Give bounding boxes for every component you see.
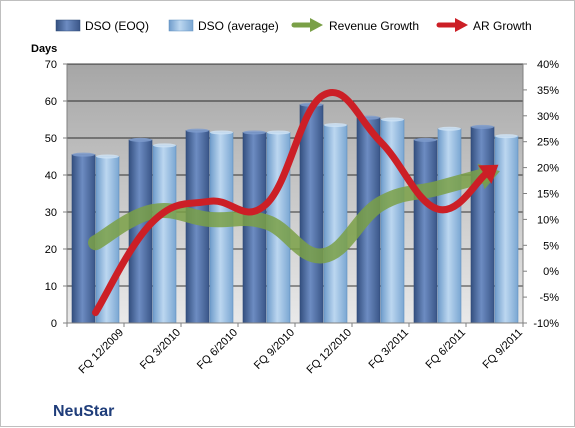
y-tick-label-6: 60	[45, 96, 57, 108]
arrowhead-ar-growth	[478, 164, 499, 184]
bar-dso-average-7	[494, 135, 519, 324]
y2-tick-label-2: 0%	[543, 266, 559, 278]
y2-tick-label-4: 10%	[537, 214, 559, 226]
x-tick-label-4: FQ 12/2010	[305, 327, 355, 377]
bar-dso-average-2	[209, 132, 234, 324]
legend-label-dso-average: DSO (average)	[198, 19, 279, 33]
legend-swatch-dso-eoq	[55, 19, 81, 32]
x-tick-label-6: FQ 6/2011	[423, 327, 468, 372]
bar-cap-dso-eoq-7	[471, 124, 494, 129]
legend: DSO (EOQ) DSO (average) Revenue Growth A…	[55, 18, 532, 33]
bar-cap-dso-average-7	[495, 134, 518, 139]
bar-dso-eoq-6	[413, 139, 438, 324]
bar-cap-dso-eoq-2	[186, 128, 209, 133]
y-tick-label-5: 50	[45, 133, 57, 145]
legend-label-dso-eoq: DSO (EOQ)	[85, 19, 149, 33]
y2-tick-label-7: 25%	[537, 137, 559, 149]
y2-tick-label-10: 40%	[537, 59, 559, 71]
bar-cap-dso-eoq-0	[72, 152, 95, 157]
bar-cap-dso-average-5	[381, 117, 404, 122]
bar-cap-dso-average-0	[96, 154, 119, 159]
y-tick-label-1: 10	[45, 281, 57, 293]
x-tick-label-7: FQ 9/2011	[480, 327, 525, 372]
x-tick-label-0: FQ 12/2009	[77, 327, 127, 377]
y2-tick-label-6: 20%	[537, 163, 559, 175]
x-tick-label-5: FQ 3/2011	[366, 327, 411, 372]
y2-tick-label-9: 35%	[537, 85, 559, 97]
y-axis-title: Days	[31, 43, 57, 55]
legend-label-ar-growth: AR Growth	[473, 19, 532, 33]
y-tick-label-4: 40	[45, 170, 57, 182]
bar-dso-average-4	[323, 124, 348, 324]
chart-title: NeuStar	[53, 403, 114, 420]
legend-swatch-dso-average	[168, 19, 194, 32]
bar-cap-dso-average-6	[438, 126, 461, 131]
legend-label-revenue-growth: Revenue Growth	[329, 19, 419, 33]
y2-tick-label-1: -5%	[539, 292, 559, 304]
bar-dso-average-1	[152, 145, 177, 324]
bar-dso-eoq-4	[299, 104, 324, 324]
bar-cap-dso-average-2	[210, 130, 233, 135]
x-tick-label-2: FQ 6/2010	[195, 327, 240, 372]
y-tick-label-2: 20	[45, 244, 57, 256]
bar-cap-dso-average-3	[267, 130, 290, 135]
y-tick-label-3: 30	[45, 207, 57, 219]
bar-cap-dso-eoq-3	[243, 130, 266, 135]
bar-dso-eoq-2	[185, 130, 210, 324]
bar-cap-dso-eoq-6	[414, 137, 437, 142]
legend-arrow-revenue-growth	[291, 18, 323, 32]
lines-layer	[88, 89, 500, 317]
y2-tick-label-8: 30%	[537, 111, 559, 123]
bar-cap-dso-average-4	[324, 123, 347, 128]
x-tick-label-3: FQ 9/2010	[252, 327, 297, 372]
line-revenue-growth	[88, 168, 490, 264]
y2-tick-label-3: 5%	[543, 240, 559, 252]
legend-arrow-ar-growth	[436, 18, 468, 32]
y-tick-label-7: 70	[45, 59, 57, 71]
y2-tick-label-0: -10%	[533, 318, 559, 330]
bar-dso-eoq-7	[470, 126, 495, 324]
bar-cap-dso-average-1	[153, 143, 176, 148]
y2-tick-label-5: 15%	[537, 189, 559, 201]
bar-dso-average-6	[437, 128, 462, 324]
y-tick-label-0: 0	[51, 318, 57, 330]
bar-cap-dso-eoq-1	[129, 137, 152, 142]
line-ar-growth	[92, 89, 490, 317]
x-tick-label-1: FQ 3/2010	[138, 327, 183, 372]
